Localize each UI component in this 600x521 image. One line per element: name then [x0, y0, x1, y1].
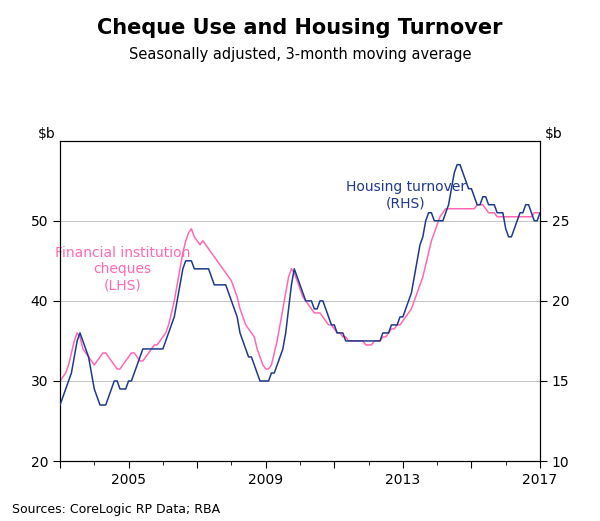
Text: Cheque Use and Housing Turnover: Cheque Use and Housing Turnover — [97, 18, 503, 38]
Text: Housing turnover
(RHS): Housing turnover (RHS) — [346, 180, 466, 210]
Text: $b: $b — [545, 127, 563, 141]
Text: $b: $b — [37, 127, 55, 141]
Text: Financial institution
cheques
(LHS): Financial institution cheques (LHS) — [55, 245, 190, 292]
Text: Seasonally adjusted, 3-month moving average: Seasonally adjusted, 3-month moving aver… — [129, 47, 471, 62]
Text: Sources: CoreLogic RP Data; RBA: Sources: CoreLogic RP Data; RBA — [12, 503, 220, 516]
